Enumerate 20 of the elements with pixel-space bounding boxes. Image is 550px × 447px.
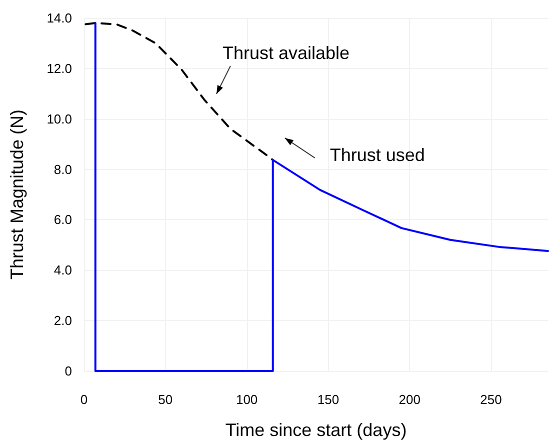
y-tick-label: 14.0 — [46, 10, 72, 26]
series-label: Thrust used — [330, 144, 425, 165]
y-axis-title: Thrust Magnitude (N) — [7, 109, 27, 280]
y-tick-label: 2.0 — [54, 313, 72, 328]
line-series — [84, 22, 274, 161]
x-tick-label: 200 — [398, 392, 420, 407]
x-tick-label: 50 — [158, 392, 173, 407]
x-tick-label: 100 — [236, 392, 258, 407]
y-tick-label: 4.0 — [54, 262, 72, 278]
line-series — [94, 22, 549, 372]
y-tick-label: 8.0 — [54, 162, 72, 177]
y-tick-label: 0 — [64, 364, 72, 378]
y-tick-label: 10.0 — [46, 111, 72, 126]
x-tick-label: 150 — [317, 392, 340, 407]
x-tick-label: 0 — [80, 392, 88, 407]
y-tick-label: 6.0 — [54, 212, 72, 228]
y-tick-label: 12.0 — [46, 60, 72, 76]
text: Thrust available — [222, 42, 350, 63]
x-axis-title: Time since start (days) — [225, 420, 407, 440]
x-tick-label: 250 — [480, 392, 502, 407]
